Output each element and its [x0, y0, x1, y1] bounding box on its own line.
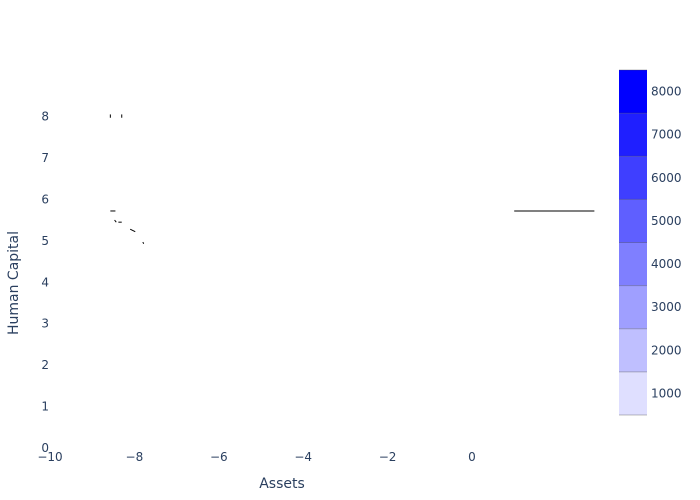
colorbar-band [619, 371, 647, 415]
contour-lines [109, 114, 595, 244]
x-tick-label: 0 [468, 450, 476, 464]
x-axis-ticks: −10 −8 −6 −4 −2 0 [37, 450, 475, 464]
y-tick-label: 6 [41, 192, 49, 206]
colorbar-ticks: 1000 2000 3000 4000 5000 6000 7000 8000 [651, 85, 682, 401]
colorbar-tick-label: 3000 [651, 300, 682, 314]
colorbar-tick-label: 8000 [651, 85, 682, 99]
contour-line [142, 241, 145, 244]
x-tick-label: −2 [379, 450, 397, 464]
colorbar-band [619, 285, 647, 329]
colorbar-tick-label: 4000 [651, 257, 682, 271]
plot-area [109, 114, 595, 244]
colorbar-band [619, 113, 647, 157]
y-tick-label: 7 [41, 151, 49, 165]
y-tick-label: 3 [41, 317, 49, 331]
y-axis-ticks: 0 1 2 3 4 5 6 7 8 [41, 110, 49, 456]
colorbar-tick-label: 7000 [651, 128, 682, 142]
x-tick-label: −8 [126, 450, 144, 464]
y-tick-label: 0 [41, 441, 49, 455]
colorbar-band [619, 242, 647, 286]
colorbar-band [619, 199, 647, 243]
y-tick-label: 5 [41, 234, 49, 248]
y-axis-title: Human Capital [6, 231, 22, 335]
colorbar-tick-label: 5000 [651, 214, 682, 228]
colorbar-band [619, 156, 647, 200]
colorbar-tick-label: 2000 [651, 343, 682, 357]
y-tick-label: 2 [41, 358, 49, 372]
y-tick-label: 1 [41, 400, 49, 414]
colorbar-tick-label: 1000 [651, 386, 682, 400]
y-tick-label: 8 [41, 110, 49, 124]
x-tick-label: −6 [210, 450, 228, 464]
colorbar[interactable] [619, 69, 647, 416]
colorbar-band [619, 70, 647, 114]
colorbar-tick-label: 6000 [651, 171, 682, 185]
x-axis-title: Assets [259, 476, 305, 492]
contour-line [129, 228, 136, 233]
y-tick-label: 4 [41, 275, 49, 289]
colorbar-band [619, 328, 647, 372]
x-tick-label: −4 [294, 450, 312, 464]
x-tick-label: −10 [37, 450, 62, 464]
contour-line [114, 219, 117, 223]
